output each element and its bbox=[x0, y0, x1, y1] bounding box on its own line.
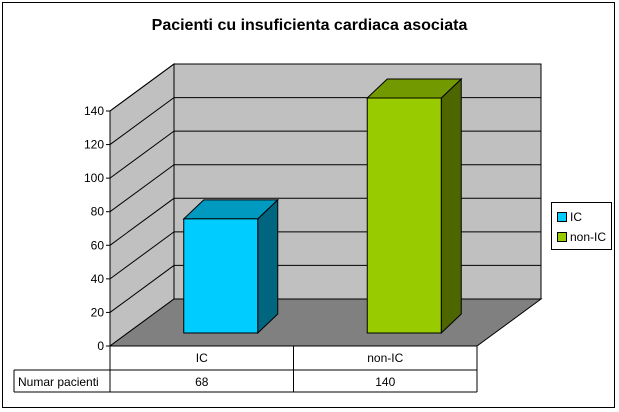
y-tick-label: 60 bbox=[91, 238, 105, 252]
legend-swatch-ic bbox=[557, 212, 567, 222]
legend-swatch-non-ic bbox=[557, 232, 567, 242]
data-label: 68 bbox=[195, 375, 209, 389]
chart-title: Pacienti cu insuficienta cardiaca asocia… bbox=[151, 17, 468, 34]
legend-label-non-ic: non-IC bbox=[570, 230, 607, 244]
y-tick-label: 80 bbox=[91, 205, 105, 219]
y-tick-label: 140 bbox=[84, 104, 104, 118]
floor bbox=[108, 298, 543, 347]
y-tick-label: 0 bbox=[97, 339, 104, 353]
x-tick-label: non-IC bbox=[367, 351, 403, 365]
data-label: 140 bbox=[375, 375, 395, 389]
y-axis-ticks: 0 20 40 60 80 100 120 140 bbox=[84, 104, 111, 353]
bar-ic bbox=[182, 198, 280, 335]
legend: IC non-IC bbox=[551, 202, 612, 250]
y-tick-label: 100 bbox=[84, 171, 104, 185]
x-tick-label: IC bbox=[196, 351, 208, 365]
table-row-label: Numar pacienti bbox=[18, 375, 99, 389]
legend-label-ic: IC bbox=[570, 210, 582, 224]
bar-front bbox=[366, 97, 442, 334]
gridline bbox=[109, 63, 541, 112]
bar-side bbox=[440, 77, 462, 335]
y-tick-label: 20 bbox=[91, 305, 105, 319]
bar-non-ic bbox=[365, 77, 463, 335]
y-tick-label: 120 bbox=[84, 138, 104, 152]
legend-item-non-ic: non-IC bbox=[557, 230, 606, 244]
legend-item-ic: IC bbox=[557, 210, 582, 224]
chart-walls bbox=[108, 63, 543, 347]
y-tick-label: 40 bbox=[91, 272, 105, 286]
bar-side bbox=[257, 198, 279, 335]
bars bbox=[182, 77, 463, 335]
bar-front bbox=[183, 218, 259, 334]
data-table: IC non-IC 68 140 Numar pacienti bbox=[13, 345, 478, 393]
